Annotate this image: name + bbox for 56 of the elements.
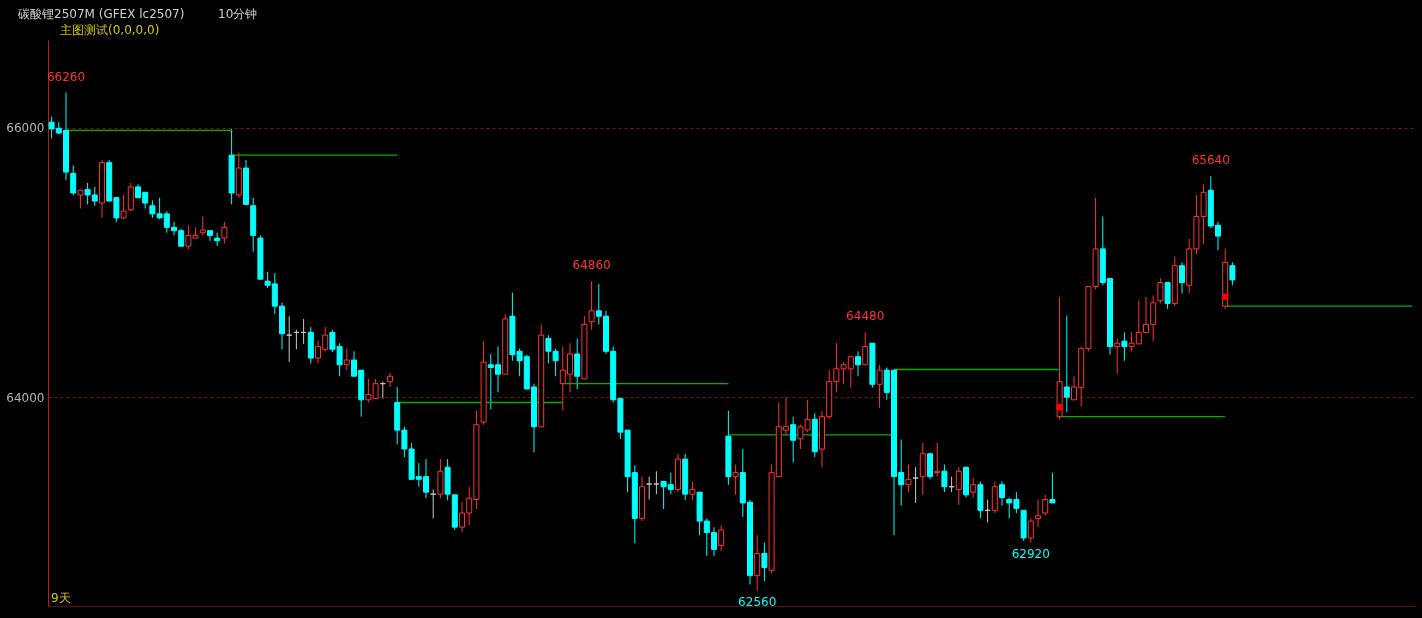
candlestick — [955, 466, 962, 506]
candlestick — [689, 480, 696, 501]
candlestick — [286, 315, 293, 363]
y-tick-label: 66000 — [6, 121, 45, 136]
candlestick — [999, 480, 1005, 507]
candlestick — [1042, 494, 1049, 517]
candlestick — [754, 534, 761, 592]
candlestick — [927, 453, 933, 480]
candlestick — [120, 194, 127, 220]
candlestick — [790, 416, 797, 463]
candlestick — [761, 542, 768, 582]
text: 主图测试(0,0,0,0) — [60, 23, 160, 37]
candlestick — [1049, 472, 1056, 504]
candlestick — [574, 338, 581, 390]
candlestick — [127, 182, 134, 212]
annotation: 62560 — [738, 595, 777, 610]
candlestick — [1063, 315, 1070, 413]
candlestick — [855, 350, 861, 377]
y-tick-label: 64000 — [6, 390, 45, 405]
candlestick — [199, 216, 206, 236]
candlestick — [718, 524, 725, 552]
annotation: 64480 — [846, 309, 885, 324]
candlestick — [646, 476, 653, 501]
candlestick — [934, 442, 941, 478]
candlestick — [1035, 499, 1041, 528]
candlestick — [941, 464, 948, 493]
candlestick — [970, 477, 977, 499]
candlestick — [1121, 331, 1128, 362]
candlestick — [1229, 261, 1236, 286]
candlestick — [430, 488, 437, 519]
annotation: 62920 — [1011, 546, 1050, 561]
annotation: 65640 — [1191, 153, 1230, 168]
chart-title: 碳酸锂2507M (GFEX lc2507) — [17, 7, 185, 21]
candlestick — [862, 331, 869, 366]
candlestick — [207, 230, 213, 242]
candlestick — [919, 442, 926, 496]
candlestick — [221, 221, 228, 244]
annotation: 9天 — [51, 591, 71, 605]
candlestick — [1114, 338, 1121, 375]
candlestick — [343, 348, 350, 371]
candlestick — [1164, 282, 1171, 310]
candlestick — [437, 458, 444, 499]
candlestick — [70, 164, 77, 196]
candlestick — [912, 466, 919, 504]
candlestick — [588, 280, 595, 331]
candlestick — [1179, 261, 1185, 294]
candlestick — [1157, 278, 1164, 304]
candlestick — [732, 464, 739, 496]
candlestick — [387, 372, 393, 388]
candlestick — [905, 464, 912, 493]
candlestick — [653, 470, 660, 495]
candlestick — [1027, 517, 1034, 544]
candlestick — [876, 364, 883, 409]
candlestick — [991, 480, 998, 514]
chart-subtitle: 10分钟 — [218, 7, 258, 21]
annotation: 64860 — [572, 258, 611, 273]
